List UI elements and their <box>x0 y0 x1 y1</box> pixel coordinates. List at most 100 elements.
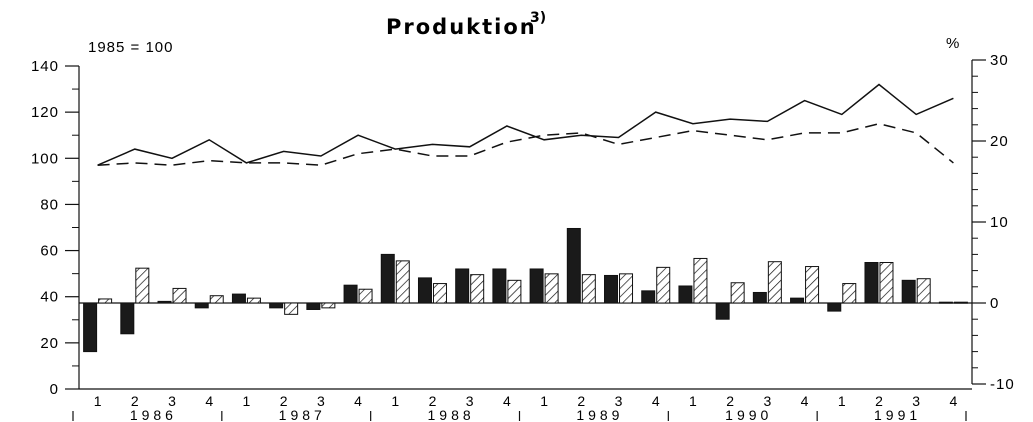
bar-solid <box>938 301 953 304</box>
line-solid <box>97 83 954 166</box>
bar-hatched <box>395 260 410 304</box>
bar-hatched <box>656 266 671 304</box>
left-axis-label: 1985 = 100 <box>88 39 174 56</box>
bar-hatched <box>246 297 261 304</box>
bar-hatched <box>321 302 336 309</box>
bar-solid <box>604 274 619 304</box>
quarter-label: 3 <box>317 393 325 409</box>
bar-solid <box>83 302 98 353</box>
bars-group <box>83 227 968 353</box>
year-label: 1991 <box>874 407 921 422</box>
bar-hatched <box>98 298 113 304</box>
bar-hatched <box>581 274 596 304</box>
bar-solid <box>306 302 321 310</box>
bar-solid <box>827 302 842 312</box>
bar-hatched <box>767 261 782 304</box>
quarter-label: 2 <box>875 393 883 409</box>
quarter-label: 4 <box>949 393 957 409</box>
bar-solid <box>380 253 395 304</box>
bar-hatched <box>544 273 559 304</box>
quarter-label: 4 <box>801 393 809 409</box>
chart-title-text: Produktion <box>386 15 537 39</box>
right-tick-label: 10 <box>990 214 1009 231</box>
quarter-label: 1 <box>838 393 846 409</box>
right-axis-label: % <box>946 35 960 52</box>
bar-solid <box>864 262 879 304</box>
bar-solid <box>678 285 693 304</box>
bar-solid <box>529 268 544 304</box>
right-tick-label: -10 <box>990 376 1015 393</box>
quarter-label: 4 <box>652 393 660 409</box>
bar-solid <box>492 268 507 304</box>
bar-hatched <box>209 295 224 304</box>
quarter-label: 1 <box>243 393 251 409</box>
year-label: 1987 <box>279 407 326 422</box>
bar-solid <box>194 302 209 309</box>
lines-group <box>97 83 954 166</box>
year-label: 1988 <box>428 407 475 422</box>
quarter-label: 1 <box>391 393 399 409</box>
bar-hatched <box>507 279 522 304</box>
line-dashed <box>97 122 954 166</box>
quarter-label: 2 <box>131 393 139 409</box>
left-tick-label: 80 <box>40 196 59 213</box>
quarter-label: 3 <box>168 393 176 409</box>
bar-hatched <box>842 283 857 304</box>
bar-solid <box>231 293 246 304</box>
year-label: 1990 <box>725 407 772 422</box>
bar-hatched <box>135 267 150 304</box>
bar-solid <box>343 284 358 304</box>
bar-hatched <box>619 273 634 304</box>
bar-hatched <box>172 287 187 304</box>
x-axis-labels: 1 2 3 4 1 2 3 4 1 2 3 4 1 2 3 4 1 2 3 4 1 2 3 4 1986 1987 1988 1989… <box>72 393 967 422</box>
year-label: 1986 <box>130 407 177 422</box>
quarter-label: 2 <box>280 393 288 409</box>
bar-hatched <box>953 301 968 304</box>
bar-solid <box>157 300 172 304</box>
quarter-label: 3 <box>763 393 771 409</box>
left-tick-label: 0 <box>50 381 59 398</box>
left-tick-label: 100 <box>31 150 59 167</box>
bar-solid <box>120 302 135 335</box>
bar-hatched <box>284 302 299 315</box>
right-tick-label: 0 <box>990 295 999 312</box>
quarter-label: 3 <box>466 393 474 409</box>
bar-solid <box>566 227 581 304</box>
bar-solid <box>752 291 767 304</box>
left-tick-label: 40 <box>40 289 59 306</box>
right-tick-label: 20 <box>990 133 1009 150</box>
quarter-label: 2 <box>726 393 734 409</box>
quarter-label: 1 <box>689 393 697 409</box>
bar-solid <box>715 302 730 320</box>
year-label: 1989 <box>576 407 623 422</box>
quarter-label: 3 <box>912 393 920 409</box>
bar-hatched <box>358 288 373 304</box>
axes: 0 20 40 60 80 100 120 140 -10 0 10 20 30 <box>31 52 1015 398</box>
right-tick-label: 30 <box>990 52 1009 69</box>
bar-hatched <box>916 278 931 304</box>
quarter-label: 3 <box>615 393 623 409</box>
left-tick-label: 140 <box>31 58 59 75</box>
bar-hatched <box>730 282 745 304</box>
left-tick-label: 60 <box>40 243 59 260</box>
bar-solid <box>455 268 470 304</box>
bar-hatched <box>805 266 820 304</box>
bar-solid <box>641 290 656 304</box>
bar-hatched <box>432 283 447 304</box>
bar-solid <box>417 277 432 304</box>
quarter-label: 4 <box>354 393 362 409</box>
quarter-label: 1 <box>540 393 548 409</box>
bar-solid <box>269 302 284 309</box>
bar-hatched <box>879 262 894 304</box>
quarter-label: 4 <box>205 393 213 409</box>
quarter-label: 1 <box>94 393 102 409</box>
chart-title: Produktion 3) <box>386 10 546 39</box>
left-tick-label: 120 <box>31 104 59 121</box>
bar-hatched <box>693 257 708 304</box>
left-tick-label: 20 <box>40 335 59 352</box>
chart-title-footnote: 3) <box>530 10 546 26</box>
quarter-label: 4 <box>503 393 511 409</box>
bar-solid <box>901 279 916 304</box>
quarter-label: 2 <box>577 393 585 409</box>
